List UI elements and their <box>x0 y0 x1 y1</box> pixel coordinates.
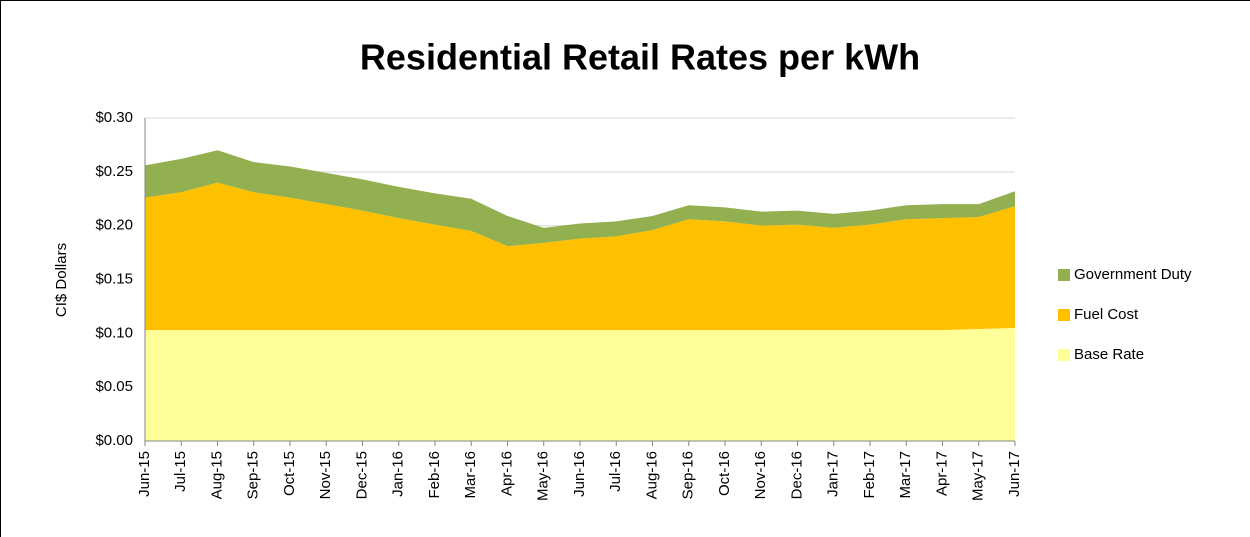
legend-label: Government Duty <box>1074 266 1192 283</box>
x-tick-label: Dec-16 <box>788 451 805 499</box>
x-tick-label: Oct-15 <box>281 451 298 496</box>
x-tick-label: Apr-17 <box>933 451 950 496</box>
area <box>145 182 1015 331</box>
y-tick-label: $0.20 <box>95 217 133 234</box>
x-tick-label: Mar-17 <box>897 451 914 499</box>
x-tick-label: Dec-15 <box>353 451 370 499</box>
x-tick-label: Oct-16 <box>716 451 733 496</box>
legend-label: Base Rate <box>1074 346 1144 363</box>
y-tick-label: $0.15 <box>95 270 133 287</box>
x-tick-label: Sep-15 <box>245 451 262 499</box>
x-tick-label: Jun-16 <box>571 451 588 497</box>
area <box>145 150 1015 247</box>
x-tick-label: Aug-16 <box>643 451 660 499</box>
y-tick-label: $0.10 <box>95 324 133 341</box>
y-tick-label: $0.00 <box>95 432 133 449</box>
x-tick-label: Jan-17 <box>825 451 842 497</box>
legend-swatch <box>1058 349 1070 361</box>
y-tick-label: $0.30 <box>95 109 133 126</box>
y-tick-label: $0.25 <box>95 163 133 180</box>
x-tick-label: Apr-16 <box>498 451 515 496</box>
chart-title: Residential Retail Rates per kWh <box>360 37 920 78</box>
x-tick-label: Jun-15 <box>136 451 153 497</box>
x-tick-label: Feb-16 <box>426 451 443 499</box>
x-tick-label: Jul-15 <box>172 451 189 492</box>
x-tick-label: May-17 <box>970 451 987 501</box>
x-tick-label: Sep-16 <box>680 451 697 499</box>
y-tick-label: $0.05 <box>95 378 133 395</box>
legend-label: Fuel Cost <box>1074 306 1139 323</box>
x-tick-label: Jun-17 <box>1006 451 1023 497</box>
legend-swatch <box>1058 269 1070 281</box>
x-tick-label: Jan-16 <box>390 451 407 497</box>
y-axis-label: CI$ Dollars <box>53 243 70 317</box>
x-tick-label: Nov-16 <box>752 451 769 499</box>
x-tick-label: Jul-16 <box>607 451 624 492</box>
area <box>145 327 1015 441</box>
legend-swatch <box>1058 309 1070 321</box>
x-tick-label: May-16 <box>535 451 552 501</box>
x-tick-label: Nov-15 <box>317 451 334 499</box>
x-tick-label: Mar-16 <box>462 451 479 499</box>
x-tick-label: Aug-15 <box>208 451 225 499</box>
x-tick-label: Feb-17 <box>861 451 878 499</box>
